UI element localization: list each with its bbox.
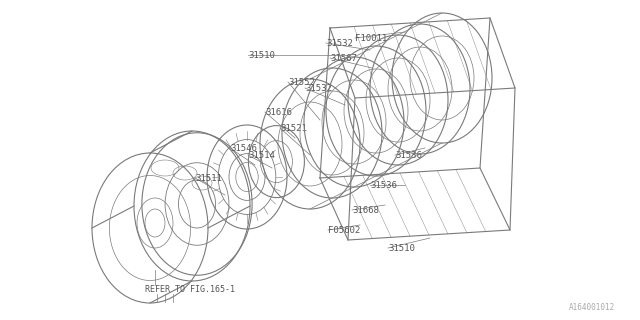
Text: 31510: 31510 [248, 51, 275, 60]
Text: 31668: 31668 [352, 205, 379, 214]
Text: 31514: 31514 [248, 150, 275, 159]
Text: F05602: F05602 [328, 226, 360, 235]
Text: REFER TO FIG.165-1: REFER TO FIG.165-1 [145, 285, 235, 294]
Text: F10011: F10011 [355, 34, 387, 43]
Text: 31546: 31546 [230, 143, 257, 153]
Text: A164001012: A164001012 [569, 303, 615, 313]
Text: 31532: 31532 [326, 38, 353, 47]
Text: 31511: 31511 [195, 173, 222, 182]
Text: 31552: 31552 [288, 77, 315, 86]
Text: 31510: 31510 [388, 244, 415, 252]
Text: 31567: 31567 [330, 53, 357, 62]
Text: 31536: 31536 [395, 150, 422, 159]
Text: 31616: 31616 [265, 108, 292, 116]
Text: 31532: 31532 [305, 84, 332, 92]
Text: 31536: 31536 [370, 180, 397, 189]
Text: 31521: 31521 [280, 124, 307, 132]
